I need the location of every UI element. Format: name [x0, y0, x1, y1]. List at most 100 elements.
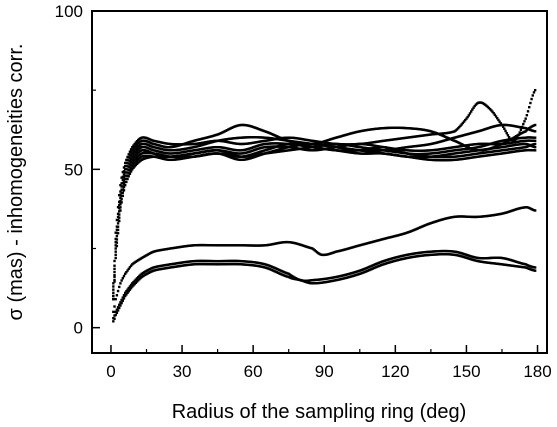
data-point: [120, 279, 123, 282]
data-point: [113, 264, 116, 267]
data-point: [458, 125, 461, 129]
data-point: [122, 189, 126, 192]
data-point: [122, 297, 126, 300]
data-point: [459, 124, 462, 127]
data-point: [127, 286, 130, 290]
data-point: [135, 143, 139, 146]
data-point: [134, 141, 138, 144]
data-point: [467, 114, 470, 117]
data-point: [132, 163, 135, 166]
data-point: [112, 291, 115, 295]
data-point: [112, 288, 115, 291]
data-point: [131, 152, 134, 155]
data-point: [533, 123, 537, 127]
data-point: [118, 216, 121, 219]
data-series: [112, 88, 537, 323]
x-axis-title: Radius of the sampling ring (deg): [172, 401, 467, 423]
data-point: [123, 294, 127, 298]
data-point: [134, 147, 138, 151]
data-point: [135, 277, 139, 280]
data-point: [129, 264, 133, 267]
data-point: [119, 206, 122, 209]
data-point: [133, 279, 136, 283]
data-point: [461, 121, 465, 125]
data-point: [533, 88, 537, 92]
data-point: [522, 122, 525, 126]
data-point: [132, 147, 135, 150]
data-point: [496, 117, 499, 120]
data-point: [531, 94, 534, 97]
data-point: [113, 317, 116, 320]
x-tick-label: 30: [173, 362, 192, 381]
x-tick-label: 60: [244, 362, 263, 381]
data-point: [533, 269, 537, 272]
y-axis-title: σ (mas) - inhomogeneities corr.: [5, 44, 27, 321]
data-point: [129, 283, 133, 287]
data-point: [134, 154, 138, 157]
y-tick-label: 0: [74, 319, 83, 338]
data-point: [131, 145, 134, 149]
data-point: [490, 109, 493, 112]
data-point: [113, 275, 116, 278]
data-point: [125, 271, 128, 274]
data-point: [134, 150, 138, 154]
data-point: [119, 304, 122, 307]
data-point: [116, 222, 120, 225]
data-point: [134, 160, 138, 163]
data-point: [116, 232, 120, 235]
data-point: [131, 158, 134, 162]
data-point: [132, 150, 135, 154]
data-point: [121, 194, 125, 198]
data-point: [115, 241, 119, 244]
data-point: [112, 320, 115, 323]
data-point: [115, 311, 119, 315]
data-point: [133, 165, 136, 168]
data-point: [119, 183, 122, 187]
data-point: [135, 152, 139, 156]
data-point: [112, 294, 115, 298]
series-7: [112, 142, 537, 301]
data-point: [503, 127, 506, 130]
data-point: [114, 297, 117, 301]
data-point: [133, 149, 136, 152]
data-point: [513, 138, 517, 142]
data-point: [113, 267, 116, 271]
data-point: [498, 120, 501, 123]
data-point: [131, 161, 134, 165]
data-point: [456, 127, 460, 130]
data-point: [125, 290, 128, 293]
data-point: [466, 115, 469, 119]
data-point: [126, 177, 129, 181]
data-point: [121, 191, 125, 194]
data-point: [115, 294, 119, 297]
x-tick-label: 150: [452, 362, 480, 381]
data-point: [114, 253, 117, 257]
data-point: [112, 297, 115, 301]
data-point: [114, 250, 117, 253]
data-point: [132, 160, 135, 163]
data-point: [118, 285, 121, 289]
data-point: [129, 286, 133, 290]
data-point: [464, 118, 467, 122]
data-point: [122, 166, 126, 169]
data-point: [131, 155, 134, 158]
data-point: [113, 259, 116, 263]
data-point: [135, 149, 139, 152]
data-point: [533, 266, 537, 269]
data-point: [119, 196, 122, 200]
axis-tick-labels: 0 30 60 90 120 150 180 0 50 100: [55, 2, 552, 381]
data-point: [114, 256, 117, 260]
data-point: [494, 115, 498, 118]
data-point: [519, 128, 523, 132]
data-point: [526, 110, 530, 113]
y-tick-label: 100: [55, 2, 83, 21]
data-point: [125, 180, 128, 184]
data-point: [134, 281, 138, 284]
data-point: [469, 110, 473, 113]
data-point: [468, 112, 472, 115]
data-point: [119, 282, 122, 285]
data-point: [533, 149, 537, 152]
series-8: [112, 142, 537, 301]
data-point: [120, 201, 123, 204]
